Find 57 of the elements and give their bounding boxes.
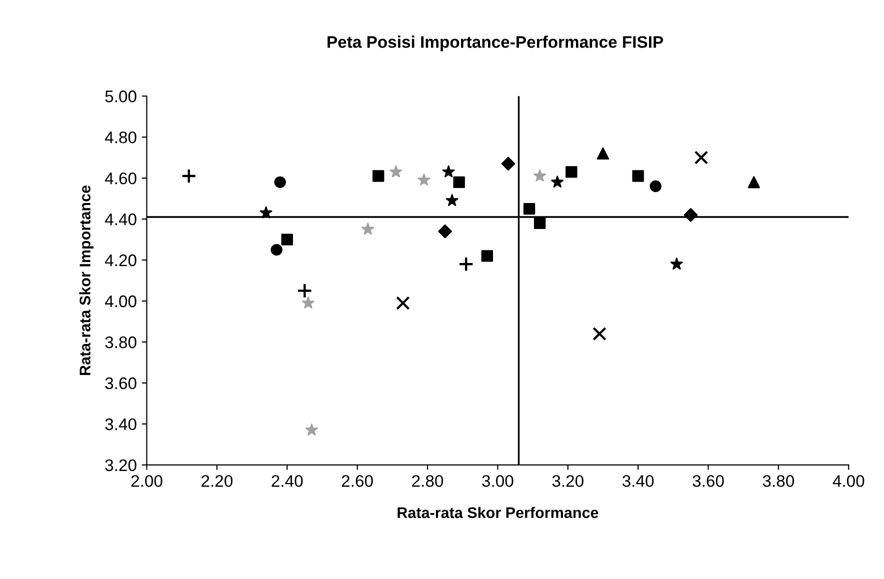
- point: [694, 150, 708, 165]
- point: [748, 176, 760, 188]
- x-tick-label: 2.80: [412, 475, 444, 487]
- chart-title: Peta Posisi Importance-Performance FISIP: [328, 36, 664, 52]
- y-tick-label: 4.00: [104, 295, 136, 308]
- point: [632, 170, 644, 182]
- x-tick-label: 3.00: [482, 475, 514, 487]
- point: [442, 165, 455, 178]
- point: [260, 206, 272, 218]
- y-tick-label: 4.60: [104, 172, 136, 184]
- point: [453, 176, 465, 188]
- x-tick-label: 3.80: [762, 475, 794, 487]
- point: [670, 258, 683, 270]
- point: [446, 194, 458, 206]
- point: [534, 170, 546, 182]
- y-tick-label: 3.40: [105, 418, 136, 430]
- y-tick-label: 4.40: [104, 213, 136, 226]
- y-tick-label: 5.00: [105, 90, 136, 102]
- point: [596, 147, 610, 160]
- point: [501, 156, 516, 171]
- x-tick-label: 4.00: [832, 475, 864, 487]
- point: [650, 180, 662, 192]
- point: [362, 222, 374, 235]
- x-tick-label: 3.40: [622, 475, 654, 487]
- point: [458, 256, 474, 272]
- point: [481, 250, 494, 262]
- x-tick-label: 3.60: [692, 475, 724, 487]
- point: [592, 326, 606, 341]
- x-axis-title: Rata-rata Skor Performance: [398, 506, 598, 518]
- point: [181, 168, 197, 184]
- point: [274, 176, 286, 188]
- point: [302, 296, 314, 308]
- x-tick-label: 2.00: [131, 475, 162, 487]
- point: [281, 234, 293, 246]
- y-tick-label: 4.80: [104, 131, 136, 144]
- y-tick-label: 3.60: [105, 377, 136, 390]
- point: [396, 296, 410, 310]
- point: [438, 224, 452, 238]
- point: [684, 208, 698, 222]
- point: [390, 165, 402, 178]
- y-tick-label: 4.20: [104, 254, 136, 266]
- y-axis-title: Rata-rata Skor Importance: [79, 186, 94, 376]
- point: [551, 176, 564, 188]
- point: [372, 170, 384, 182]
- y-tick-label: 3.20: [105, 459, 136, 472]
- x-tick-label: 3.20: [552, 475, 584, 487]
- point: [566, 166, 578, 178]
- x-tick-label: 2.20: [202, 475, 232, 487]
- point: [523, 202, 536, 215]
- point: [296, 283, 312, 298]
- point: [270, 244, 282, 256]
- point: [305, 424, 318, 436]
- point: [418, 174, 430, 186]
- y-tick-label: 3.80: [105, 336, 136, 348]
- point: [534, 217, 546, 229]
- x-tick-label: 2.60: [342, 475, 373, 487]
- x-tick-label: 2.40: [272, 475, 303, 487]
